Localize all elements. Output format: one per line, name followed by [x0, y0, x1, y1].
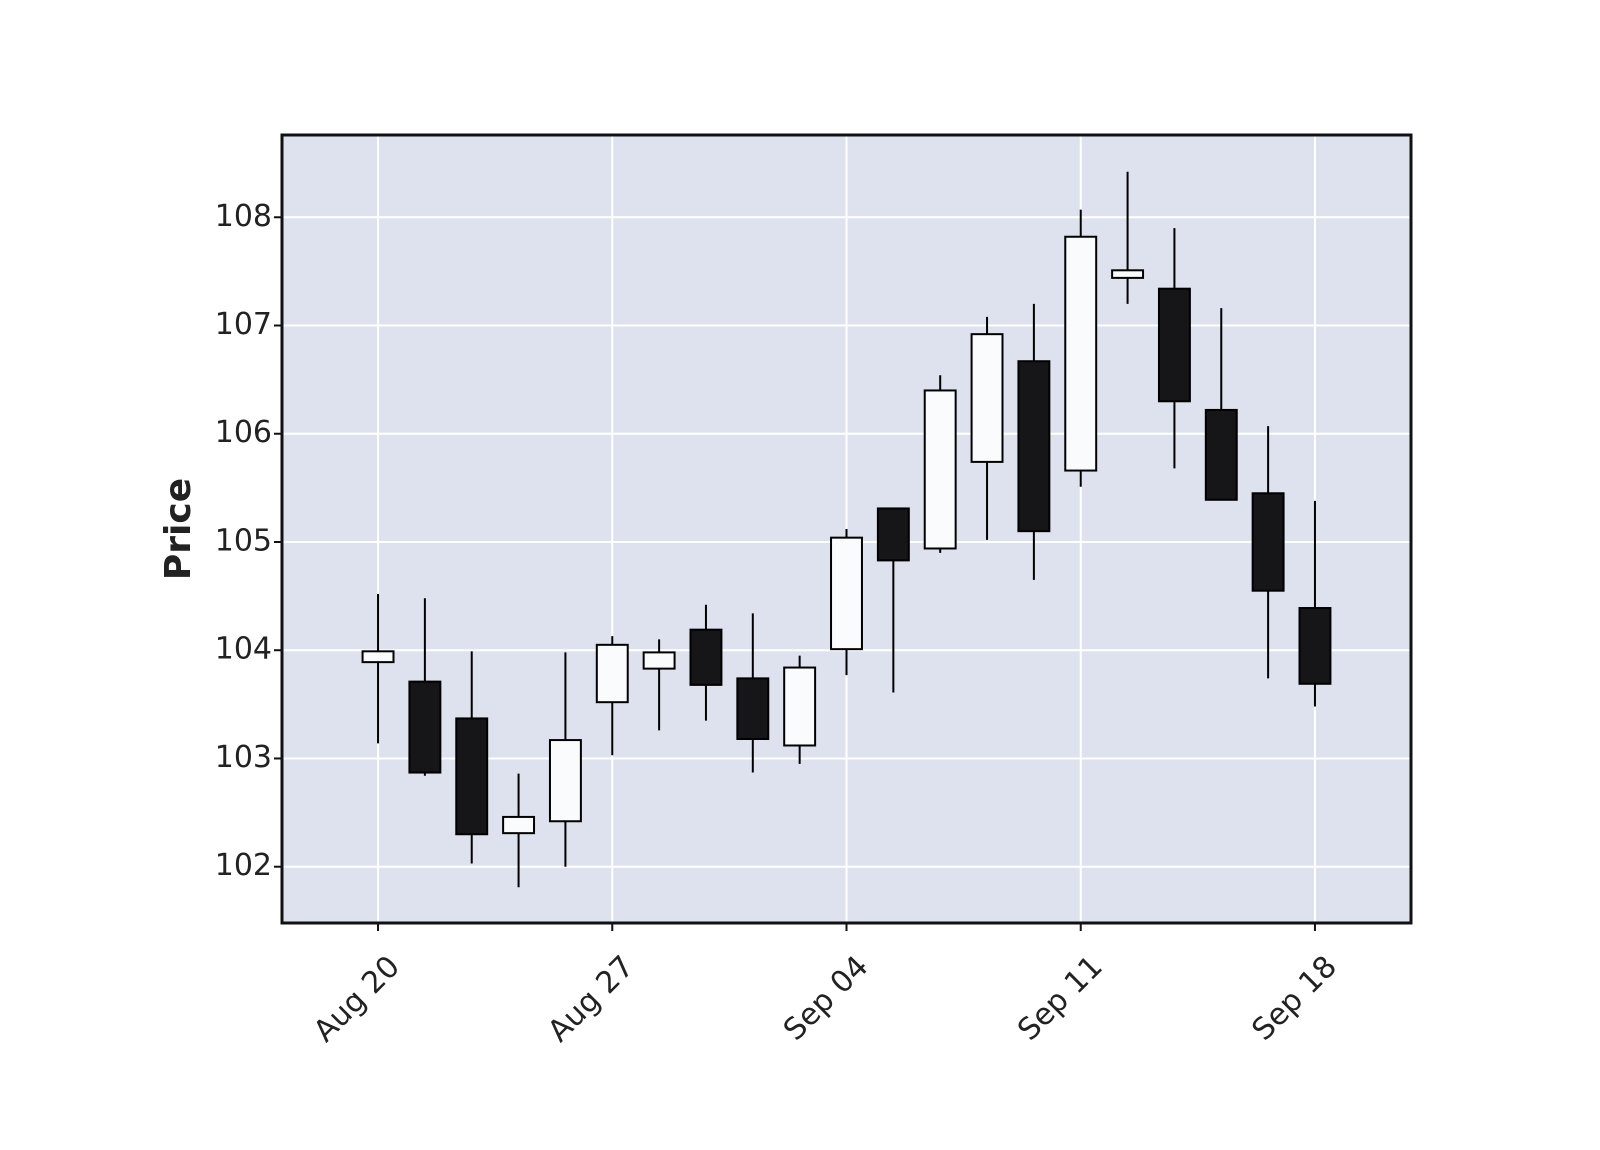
plot-layer — [282, 135, 1411, 923]
candle-body — [1298, 607, 1332, 685]
candle-body — [595, 643, 629, 704]
y-tick-label: 108 — [215, 199, 272, 234]
candle-body — [736, 677, 770, 740]
candle-body — [502, 815, 536, 835]
x-tick-label: Sep 04 — [777, 949, 875, 1047]
candle-body — [783, 666, 817, 747]
y-tick-label: 102 — [215, 848, 272, 883]
candle-body — [1064, 235, 1098, 472]
y-tick-label: 103 — [215, 740, 272, 775]
x-tick-label: Sep 11 — [1011, 949, 1109, 1047]
candle-body — [1017, 360, 1051, 533]
candle-body — [1111, 269, 1145, 279]
y-tick-label: 104 — [215, 632, 272, 667]
candle-body — [1157, 287, 1191, 403]
candle-body — [689, 628, 723, 686]
x-tick-label: Aug 27 — [541, 949, 641, 1049]
candle-body — [361, 650, 395, 664]
candle-body — [548, 739, 582, 823]
candle-body — [923, 389, 957, 550]
x-tick-label: Sep 18 — [1245, 949, 1343, 1047]
y-tick-label: 105 — [215, 523, 272, 558]
candle-body — [830, 536, 863, 651]
y-tick-label: 107 — [215, 307, 272, 342]
candle-body — [876, 507, 910, 562]
candle-body — [970, 333, 1004, 463]
candle-body — [408, 680, 442, 774]
candle-body — [1251, 492, 1285, 592]
y-axis-label: Price — [158, 478, 199, 580]
y-tick-label: 106 — [215, 415, 272, 450]
candle-body — [642, 651, 676, 670]
candle-body — [455, 717, 489, 836]
x-tick-label: Aug 20 — [307, 949, 407, 1049]
candle-body — [1204, 408, 1238, 501]
